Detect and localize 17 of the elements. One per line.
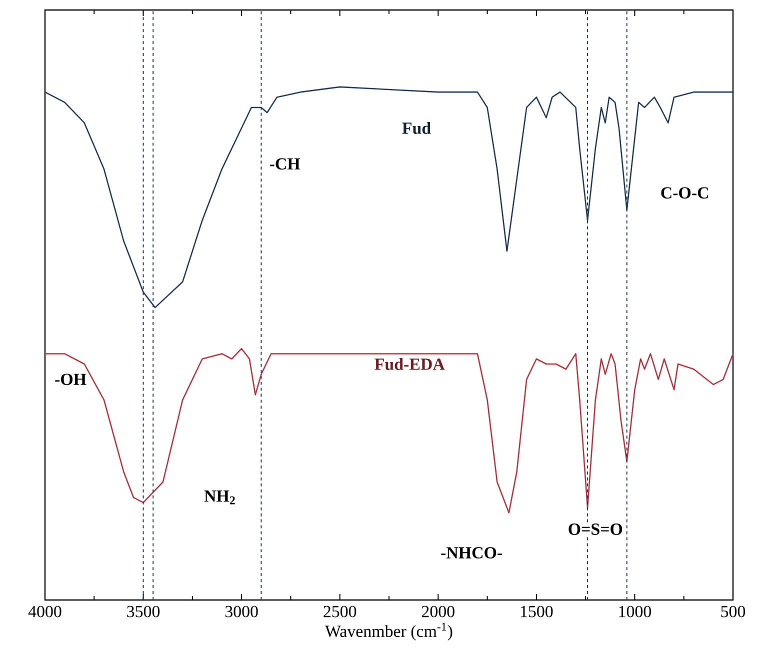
annotation: O=S=O (568, 524, 622, 535)
series-label: Fud-EDA (374, 358, 445, 370)
x-tick-label: 4000 (28, 606, 62, 618)
x-tick-label: 500 (721, 606, 746, 618)
annotation: -NHCO- (441, 547, 502, 558)
x-tick-label: 3000 (225, 606, 258, 618)
annotation: -OH (55, 374, 86, 386)
annotation: NH$_{2}$ (204, 490, 235, 504)
series-label: Fud (402, 122, 431, 134)
annotation: C-O-C (661, 187, 708, 199)
x-tick-label: 3500 (127, 606, 160, 618)
x-tick-label: 2500 (324, 606, 356, 618)
x-tick-label: 2000 (422, 606, 454, 618)
x-axis-title: Wavenmber (cm$^{-1}$) (325, 622, 452, 640)
x-tick-label: 1500 (520, 606, 553, 618)
x-tick-label: 1000 (619, 606, 652, 618)
annotation: -CH (270, 158, 300, 170)
